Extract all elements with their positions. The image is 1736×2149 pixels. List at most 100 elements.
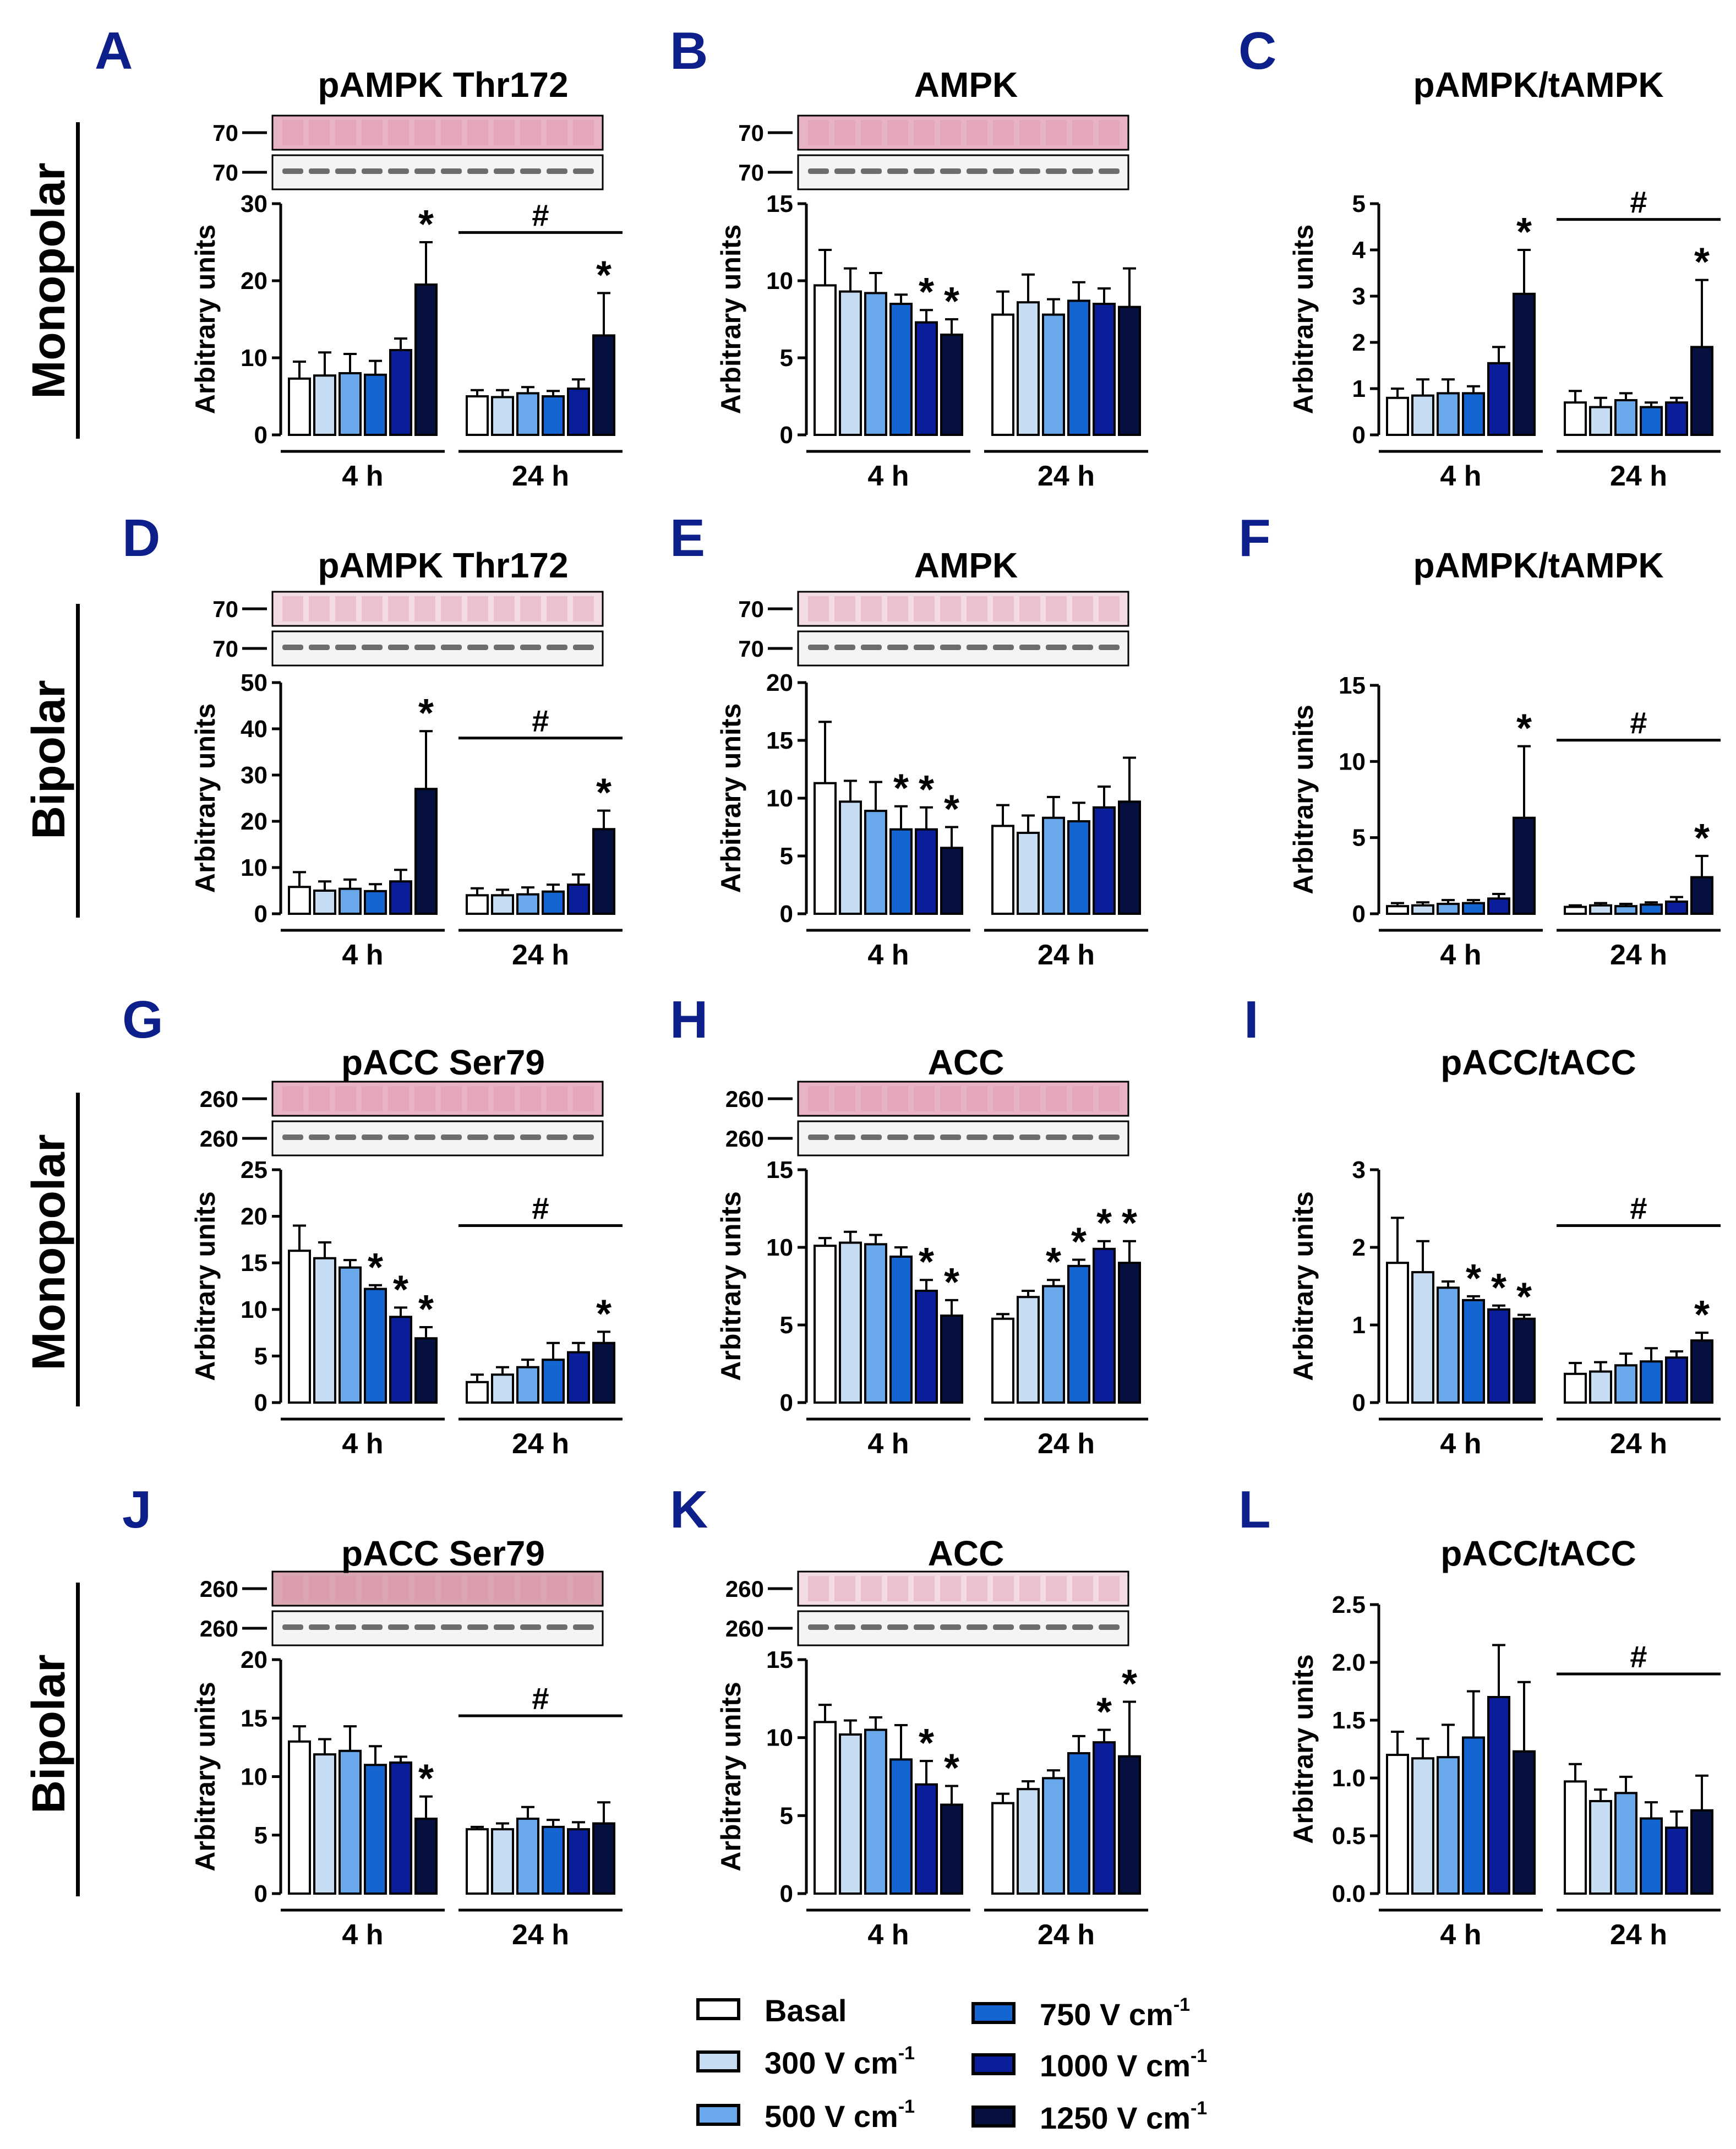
western-blot-band-j	[388, 1624, 409, 1630]
bar-f	[1386, 905, 1409, 915]
significance-star-k: *	[919, 1721, 934, 1765]
bar-c	[1513, 292, 1536, 436]
bar-k	[1042, 1777, 1065, 1895]
blot-marker-label-h: 260	[725, 1086, 764, 1112]
western-blot-band-j	[335, 1624, 356, 1630]
bar-f	[1462, 902, 1485, 915]
bar-h	[1093, 1247, 1116, 1404]
row-divider-4	[76, 1583, 80, 1896]
row-label-monopolar-2: Monopolar	[23, 1134, 74, 1371]
bar-k	[839, 1733, 862, 1895]
group-label-k: 24 h	[1038, 1919, 1095, 1951]
western-blot-band-e	[808, 645, 829, 650]
bar-d	[542, 890, 565, 915]
ponceau-lane-d	[467, 596, 488, 621]
bar-k	[814, 1721, 837, 1895]
western-blot-band-e	[993, 645, 1014, 650]
blot-marker-label-j: 260	[200, 1616, 238, 1641]
group-label-c: 24 h	[1610, 460, 1667, 492]
bar-i	[1690, 1339, 1713, 1404]
y-tick-label-e: 0	[780, 901, 793, 928]
bar-l	[1589, 1800, 1612, 1895]
ponceau-lane-g	[467, 1086, 488, 1111]
ponceau-lane-e	[967, 596, 987, 621]
bar-e	[1017, 832, 1040, 915]
bar-c	[1462, 392, 1485, 437]
bar-k	[864, 1728, 887, 1895]
western-blot-band-b	[834, 168, 855, 174]
western-blot-band-h	[1046, 1135, 1067, 1140]
ponceau-strip-g	[271, 1081, 604, 1117]
western-blot-band-g	[362, 1135, 383, 1140]
bar-g	[389, 1316, 412, 1404]
western-blot-band-d	[335, 645, 356, 650]
western-blot-band-g	[388, 1135, 409, 1140]
ponceau-strip-a	[271, 114, 604, 151]
blot-marker-label-d: 70	[212, 636, 238, 662]
western-blot-band-g	[494, 1135, 515, 1140]
bar-g	[516, 1366, 539, 1404]
ponceau-lane-j	[309, 1576, 330, 1601]
bar-h	[1017, 1296, 1040, 1404]
ponceau-lane-a	[547, 120, 567, 145]
bar-c	[1614, 399, 1637, 436]
blot-marker-label-h: 260	[725, 1126, 764, 1152]
western-blot-band-j	[282, 1624, 303, 1630]
ponceau-lane-h	[808, 1086, 829, 1111]
panel-label-i: I	[1244, 990, 1259, 1049]
ponceau-lane-b	[1072, 120, 1093, 145]
bar-a	[389, 349, 412, 436]
bar-b	[915, 321, 938, 436]
ponceau-lane-h	[887, 1086, 908, 1111]
ponceau-lane-h	[861, 1086, 882, 1111]
bar-g	[364, 1288, 387, 1404]
significance-star-j: *	[418, 1757, 434, 1801]
ponceau-lane-b	[887, 120, 908, 145]
y-axis-label-e: Arbitrary units	[716, 703, 746, 893]
ponceau-lane-g	[335, 1086, 356, 1111]
western-blot-band-k	[1046, 1624, 1067, 1630]
ponceau-lane-d	[309, 596, 330, 621]
bar-j	[414, 1818, 438, 1895]
ponceau-lane-j	[441, 1576, 462, 1601]
y-axis-label-l: Arbitrary units	[1288, 1654, 1319, 1844]
y-tick-label-a: 20	[241, 268, 268, 294]
y-tick-label-h: 0	[780, 1389, 793, 1416]
legend-swatch	[971, 2002, 1016, 2024]
panel-title-f: pAMPK/tAMPK	[1413, 546, 1664, 585]
bar-l	[1614, 1792, 1637, 1895]
significance-star-c: *	[1516, 210, 1532, 254]
significance-star-a: *	[418, 203, 434, 247]
significance-star-a: *	[596, 253, 612, 297]
bar-l	[1386, 1754, 1409, 1895]
western-blot-band-k	[887, 1624, 908, 1630]
panel-title-a: pAMPK Thr172	[318, 65, 569, 105]
blot-marker-label-e: 70	[738, 596, 764, 622]
ponceau-lane-e	[1072, 596, 1093, 621]
bar-i	[1665, 1356, 1688, 1404]
legend-swatch	[696, 2104, 740, 2126]
y-tick-label-h: 15	[766, 1157, 793, 1183]
y-axis-label-f: Arbitrary units	[1288, 705, 1319, 894]
western-blot-band-d	[573, 645, 594, 650]
bar-i	[1411, 1271, 1434, 1404]
western-blot-band-b	[1019, 168, 1040, 174]
ponceau-lane-e	[808, 596, 829, 621]
bar-g	[567, 1351, 590, 1404]
significance-star-h: *	[944, 1261, 959, 1305]
y-axis-label-a: Arbitrary units	[190, 225, 221, 414]
panel-title-b: AMPK	[914, 65, 1018, 105]
bar-f	[1437, 903, 1460, 915]
significance-star-e: *	[919, 768, 934, 812]
ponceau-lane-g	[547, 1086, 567, 1111]
ponceau-lane-j	[282, 1576, 303, 1601]
y-tick-label-l: 0.0	[1332, 1880, 1366, 1907]
group-label-a: 4 h	[342, 460, 383, 492]
ponceau-strip-d	[271, 591, 604, 627]
bar-d	[414, 788, 438, 915]
ponceau-lane-k	[1046, 1576, 1067, 1601]
blot-marker-label-a: 70	[212, 120, 238, 146]
bar-h	[991, 1317, 1014, 1404]
western-blot-band-e	[914, 645, 935, 650]
bar-i	[1487, 1308, 1510, 1404]
